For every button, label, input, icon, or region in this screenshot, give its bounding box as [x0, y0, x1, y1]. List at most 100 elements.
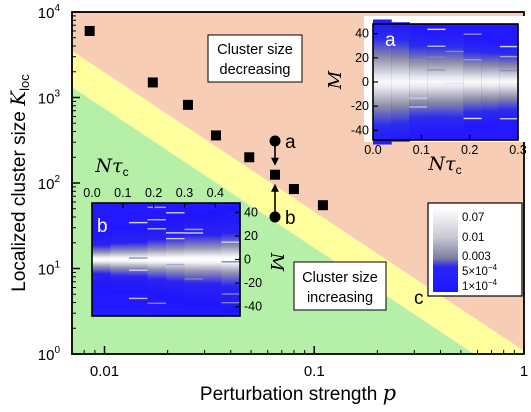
heatmap-stripe	[147, 219, 166, 221]
inset-b-y-tick-label: 0	[244, 253, 251, 267]
heatmap-stripe	[499, 45, 518, 48]
colorbar-level-4: 1×10−4	[462, 278, 498, 293]
heatmap-stripe	[409, 106, 428, 108]
heatmap-stripe	[409, 59, 428, 62]
heatmap-stripe	[166, 232, 185, 234]
y-tick-label: 104	[38, 3, 61, 22]
svg-text:Nτc: Nτc	[94, 155, 128, 179]
state-marker-label-a: a	[285, 132, 296, 153]
heatmap-stripe	[203, 267, 222, 269]
heatmap-column-core	[373, 19, 392, 145]
inset-a-panel-label: a	[385, 30, 396, 51]
heatmap-column-core	[203, 210, 223, 309]
state-arrowhead-b	[271, 183, 280, 192]
inset-b-y-tick-label: -20	[244, 276, 262, 290]
svg-text:Perturbation strength p: Perturbation strength p	[200, 381, 396, 405]
inset-a-heatmap	[373, 19, 519, 145]
state-marker-label-b: b	[285, 208, 296, 229]
inset-b-x-tick-label: 0.0	[83, 186, 100, 200]
heatmap-stripe	[221, 301, 240, 304]
heatmap-stripe	[427, 69, 446, 71]
svg-text:Localized cluster size Kloc: Localized cluster size Kloc	[6, 74, 32, 292]
heatmap-column-core	[129, 225, 149, 294]
heatmap-stripe	[147, 206, 166, 209]
inset-a-x-tick-label: 0.3	[509, 143, 526, 157]
heatmap-stripe	[409, 97, 428, 100]
x-tick-label: 1	[520, 363, 528, 380]
heatmap-stripe	[427, 45, 446, 47]
svg-text:Nτc: Nτc	[427, 153, 461, 177]
heatmap-stripe	[445, 50, 464, 53]
label-box-increasing: Cluster size increasing	[293, 261, 387, 311]
heatmap-stripe	[427, 56, 446, 58]
inset-a-ylabel: M	[325, 70, 346, 90]
colorbar-level-1: 0.01	[462, 232, 484, 244]
heatmap-stripe	[129, 269, 148, 271]
heatmap-stripe	[499, 69, 518, 72]
heatmap-column-core	[166, 215, 186, 304]
heatmap-column-core	[409, 30, 428, 134]
region-decreasing-label-line1: Cluster size	[217, 42, 293, 58]
heatmap-stripe	[463, 58, 482, 61]
heatmap-column-core	[92, 230, 112, 289]
inset-a-x-tick-label: 0.1	[413, 143, 430, 157]
inset-b-x-tick-label: 0.1	[114, 186, 131, 200]
state-markers: ab	[269, 132, 296, 229]
heatmap-stripe	[184, 232, 203, 234]
heatmap-stripe	[184, 278, 203, 280]
inset-a-y-tick-label: 20	[355, 51, 369, 65]
data-point	[317, 200, 328, 211]
inset-b-y-tick-label: 20	[244, 229, 258, 243]
inset-a-x-tick-label: 0.2	[461, 143, 478, 157]
boundary-band	[72, 51, 524, 354]
heatmap-stripe	[463, 117, 482, 120]
y-tick-label: 102	[38, 174, 61, 193]
colorbar-level-0: 0.07	[462, 212, 484, 224]
y-tick-label: 100	[38, 345, 61, 364]
inset-a: a 0.0 0.1 0.2 0.3 -40 -20 0 20 40 M Nτc	[325, 16, 527, 177]
inset-a-y-tick-label: -40	[351, 123, 369, 137]
inset-b-ticks: 0.0 0.1 0.2 0.3 0.4 -40 -20 0 20 40	[83, 186, 262, 314]
main-xlabel: Perturbation strength p	[200, 381, 396, 405]
boundary-line-label: c	[414, 288, 424, 309]
state-arrowhead-a	[271, 157, 280, 166]
colorbar-gradient	[433, 208, 458, 292]
label-box-decreasing: Cluster size decreasing	[207, 34, 303, 83]
heatmap-stripe	[445, 82, 464, 84]
y-tick-label: 103	[38, 89, 61, 108]
data-point	[288, 184, 299, 195]
inset-a-ticks: 0.0 0.1 0.2 0.3 -40 -20 0 20 40	[351, 27, 527, 157]
x-tick-label: 0.1	[304, 363, 325, 380]
inset-b-xlabel: Nτc	[94, 155, 128, 179]
region-increasing-label-line2: increasing	[307, 290, 373, 306]
heatmap-column-core	[481, 40, 501, 124]
heatmap-column-core	[184, 211, 204, 308]
region-decreasing-label-line2: decreasing	[220, 62, 291, 78]
heatmap-stripe	[463, 33, 482, 35]
data-point	[244, 152, 255, 163]
data-point	[270, 169, 281, 180]
inset-a-y-tick-label: 0	[362, 75, 369, 89]
data-point	[84, 25, 95, 36]
heatmap-stripe	[166, 237, 185, 240]
heatmap-column-core	[221, 206, 241, 313]
inset-a-xlabel: Nτc	[427, 153, 461, 177]
data-point	[182, 99, 193, 110]
inset-b-panel-label: b	[97, 216, 108, 237]
heatmap-column-core	[463, 38, 483, 126]
heatmap-stripe	[499, 55, 518, 58]
heatmap-stripe	[129, 297, 148, 300]
heatmap-stripe	[129, 221, 148, 224]
heatmap-stripe	[147, 228, 166, 230]
inset-b-y-tick-label: -40	[244, 300, 262, 314]
data-point	[210, 130, 221, 141]
data-points	[84, 25, 328, 211]
heatmap-stripe	[499, 118, 518, 120]
data-point	[147, 77, 158, 88]
inset-b-x-tick-label: 0.4	[207, 186, 224, 200]
inset-b-y-tick-label: 40	[244, 205, 258, 219]
heatmap-stripe	[184, 228, 203, 231]
colorbar: 0.07 0.01 0.003 5×10−4 1×10−4	[427, 202, 523, 297]
x-tick-label: 0.01	[90, 363, 119, 380]
